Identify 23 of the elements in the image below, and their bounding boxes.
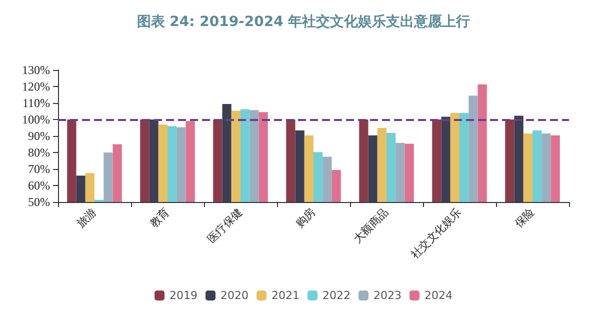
y-tick-label: 120% — [22, 80, 50, 94]
x-tick-label: 大额商品 — [350, 205, 392, 246]
y-tick-label: 50% — [28, 195, 50, 209]
legend-label: 2019 — [170, 289, 198, 302]
y-tick-label: 90% — [28, 129, 50, 143]
x-tick-label: 保险 — [512, 205, 538, 230]
y-tick-label: 110% — [22, 96, 50, 110]
x-tick-label: 医疗保健 — [204, 205, 246, 246]
x-tick-label: 社交文化娱乐 — [408, 205, 464, 262]
legend-label: 2021 — [272, 289, 300, 302]
chart-title: 图表 24: 2019-2024 年社交文化娱乐支出意愿上行 — [136, 13, 470, 30]
legend-label: 2020 — [220, 289, 249, 302]
y-tick-label: 70% — [28, 162, 50, 176]
y-tick-label: 80% — [28, 146, 50, 160]
y-tick-label: 60% — [28, 178, 50, 192]
y-tick-label: 130% — [22, 63, 50, 77]
x-tick-label: 教育 — [147, 205, 172, 230]
legend-label: 2023 — [373, 289, 402, 302]
legend-label: 2024 — [424, 289, 452, 302]
y-tick-label: 100% — [22, 112, 50, 126]
x-tick-label: 购房 — [293, 205, 318, 230]
x-tick-label: 旅游 — [74, 205, 100, 230]
legend-label: 2022 — [322, 289, 350, 302]
